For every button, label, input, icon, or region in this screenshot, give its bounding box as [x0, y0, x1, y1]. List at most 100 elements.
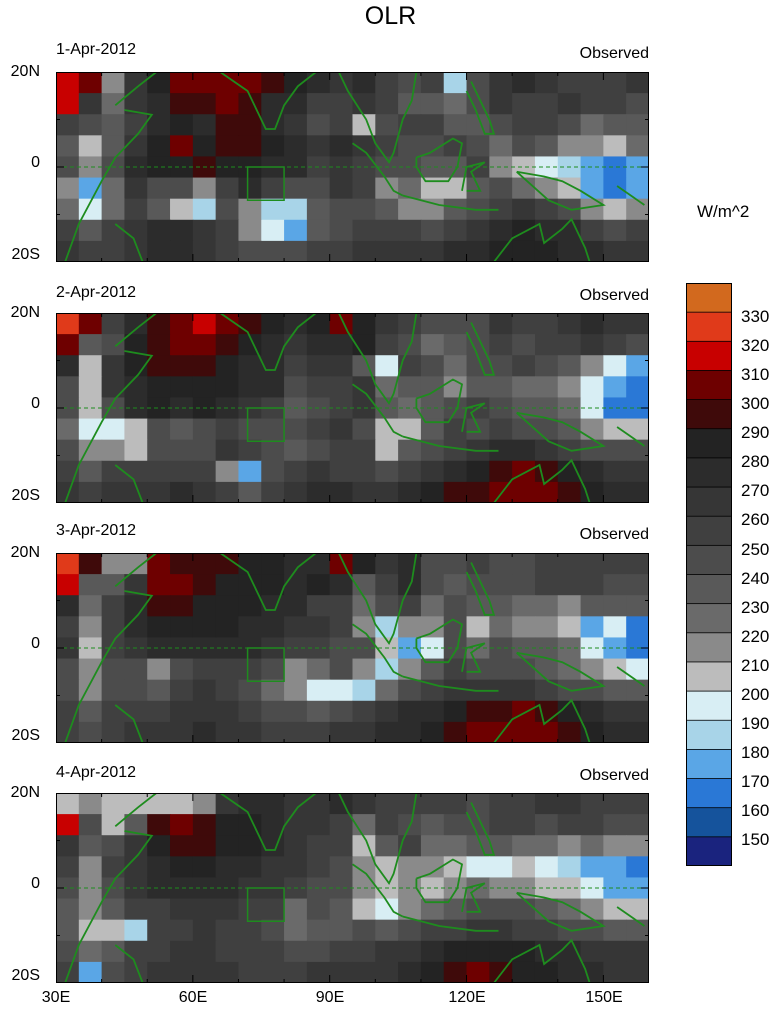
heatmap-cell [56, 793, 80, 815]
heatmap-cell [170, 658, 194, 681]
heatmap-cell [375, 595, 399, 617]
heatmap-cell [192, 313, 217, 335]
heatmap-cell [261, 93, 285, 115]
heatmap-cell [284, 574, 308, 596]
heatmap-cell [56, 397, 80, 420]
heatmap-cell [420, 460, 445, 483]
coastline [337, 72, 418, 165]
heatmap-cell [215, 93, 240, 115]
heatmap-cell [534, 198, 559, 221]
heatmap-cell [420, 334, 445, 356]
heatmap-cell [56, 481, 80, 503]
heatmap-cell [580, 595, 604, 617]
colorbar-label: 270 [741, 481, 770, 500]
heatmap-cell [147, 439, 171, 462]
heatmap-cell [78, 481, 103, 503]
heatmap-cell [603, 793, 627, 815]
heatmap-cell [101, 439, 126, 462]
heatmap-cell [398, 219, 422, 242]
heatmap-cell [192, 177, 217, 200]
heatmap-cell [124, 355, 148, 377]
heatmap-cell [398, 240, 422, 262]
ytick-eq: 0 [31, 635, 40, 652]
heatmap-cell [420, 658, 445, 681]
heatmap-cell [557, 93, 582, 115]
heatmap-cell [284, 219, 308, 242]
heatmap-cell [626, 72, 649, 94]
heatmap-cell [626, 919, 649, 942]
colorbar-label: 230 [741, 598, 770, 617]
heatmap-cell [398, 898, 422, 921]
coastline [114, 944, 144, 983]
heatmap-cell [215, 940, 240, 963]
heatmap-cell [603, 177, 627, 200]
heatmap-cell [512, 961, 536, 983]
heatmap-cell [398, 72, 422, 94]
colorbar-swatch [686, 836, 732, 866]
heatmap-cell [489, 835, 513, 857]
heatmap-cell [101, 93, 126, 115]
heatmap-cell [78, 877, 103, 900]
heatmap-cell [580, 376, 604, 399]
heatmap-cell [375, 721, 399, 743]
heatmap-cell [626, 313, 649, 335]
heatmap-cell [626, 595, 649, 617]
heatmap-cell [420, 72, 445, 94]
heatmap-cell [170, 721, 194, 743]
heatmap-cell [580, 135, 604, 158]
heatmap-cell [78, 93, 103, 115]
heatmap-cell [192, 72, 217, 94]
heatmap-cell [238, 198, 262, 221]
heatmap-cell [101, 940, 126, 963]
heatmap-cell [215, 198, 240, 221]
heatmap-cell [101, 240, 126, 262]
heatmap-cell [192, 940, 217, 963]
region-box [246, 166, 285, 201]
heatmap-cell [78, 397, 103, 420]
heatmap-cell [443, 793, 468, 815]
heatmap-cell [284, 898, 308, 921]
heatmap-cell [329, 856, 354, 879]
heatmap-cell [420, 313, 445, 335]
panel-3-date: 3-Apr-2012 [56, 522, 137, 539]
ytick-20s: 20S [11, 727, 40, 744]
heatmap-cell [603, 856, 627, 879]
heatmap-cell [420, 219, 445, 242]
heatmap-cell [557, 835, 582, 857]
heatmap-cell [603, 72, 627, 94]
heatmap-cell [124, 919, 148, 942]
colorbar-swatch [686, 486, 732, 518]
heatmap-cell [147, 553, 171, 575]
heatmap-cell [580, 114, 604, 136]
heatmap-cell [375, 439, 399, 462]
coastline [337, 313, 418, 406]
coastline [402, 915, 499, 932]
heatmap-cell [352, 198, 376, 221]
heatmap-cell [329, 135, 354, 158]
heatmap-cell [238, 135, 262, 158]
heatmap-cell [512, 177, 536, 200]
heatmap-cell [261, 135, 285, 158]
ytick-20n: 20N [10, 63, 40, 80]
heatmap-cell [261, 439, 285, 462]
heatmap-cell [78, 334, 103, 356]
heatmap-cell [352, 898, 376, 921]
heatmap-cell [398, 553, 422, 575]
heatmap-cell [147, 919, 171, 942]
heatmap-cell [489, 93, 513, 115]
heatmap-cell [56, 898, 80, 921]
heatmap-cell [329, 919, 354, 942]
coastline [616, 666, 645, 687]
heatmap-cell [557, 793, 582, 815]
heatmap-cell [284, 481, 308, 503]
heatmap-cell [78, 793, 103, 815]
heatmap-cell [603, 355, 627, 377]
heatmap-cell [306, 961, 331, 983]
heatmap-cell [56, 814, 80, 836]
heatmap-cell [170, 553, 194, 575]
heatmap-cell [603, 156, 627, 179]
heatmap-cell [124, 334, 148, 356]
heatmap-cell [375, 198, 399, 221]
heatmap-cell [420, 355, 445, 377]
coastline [114, 313, 157, 347]
